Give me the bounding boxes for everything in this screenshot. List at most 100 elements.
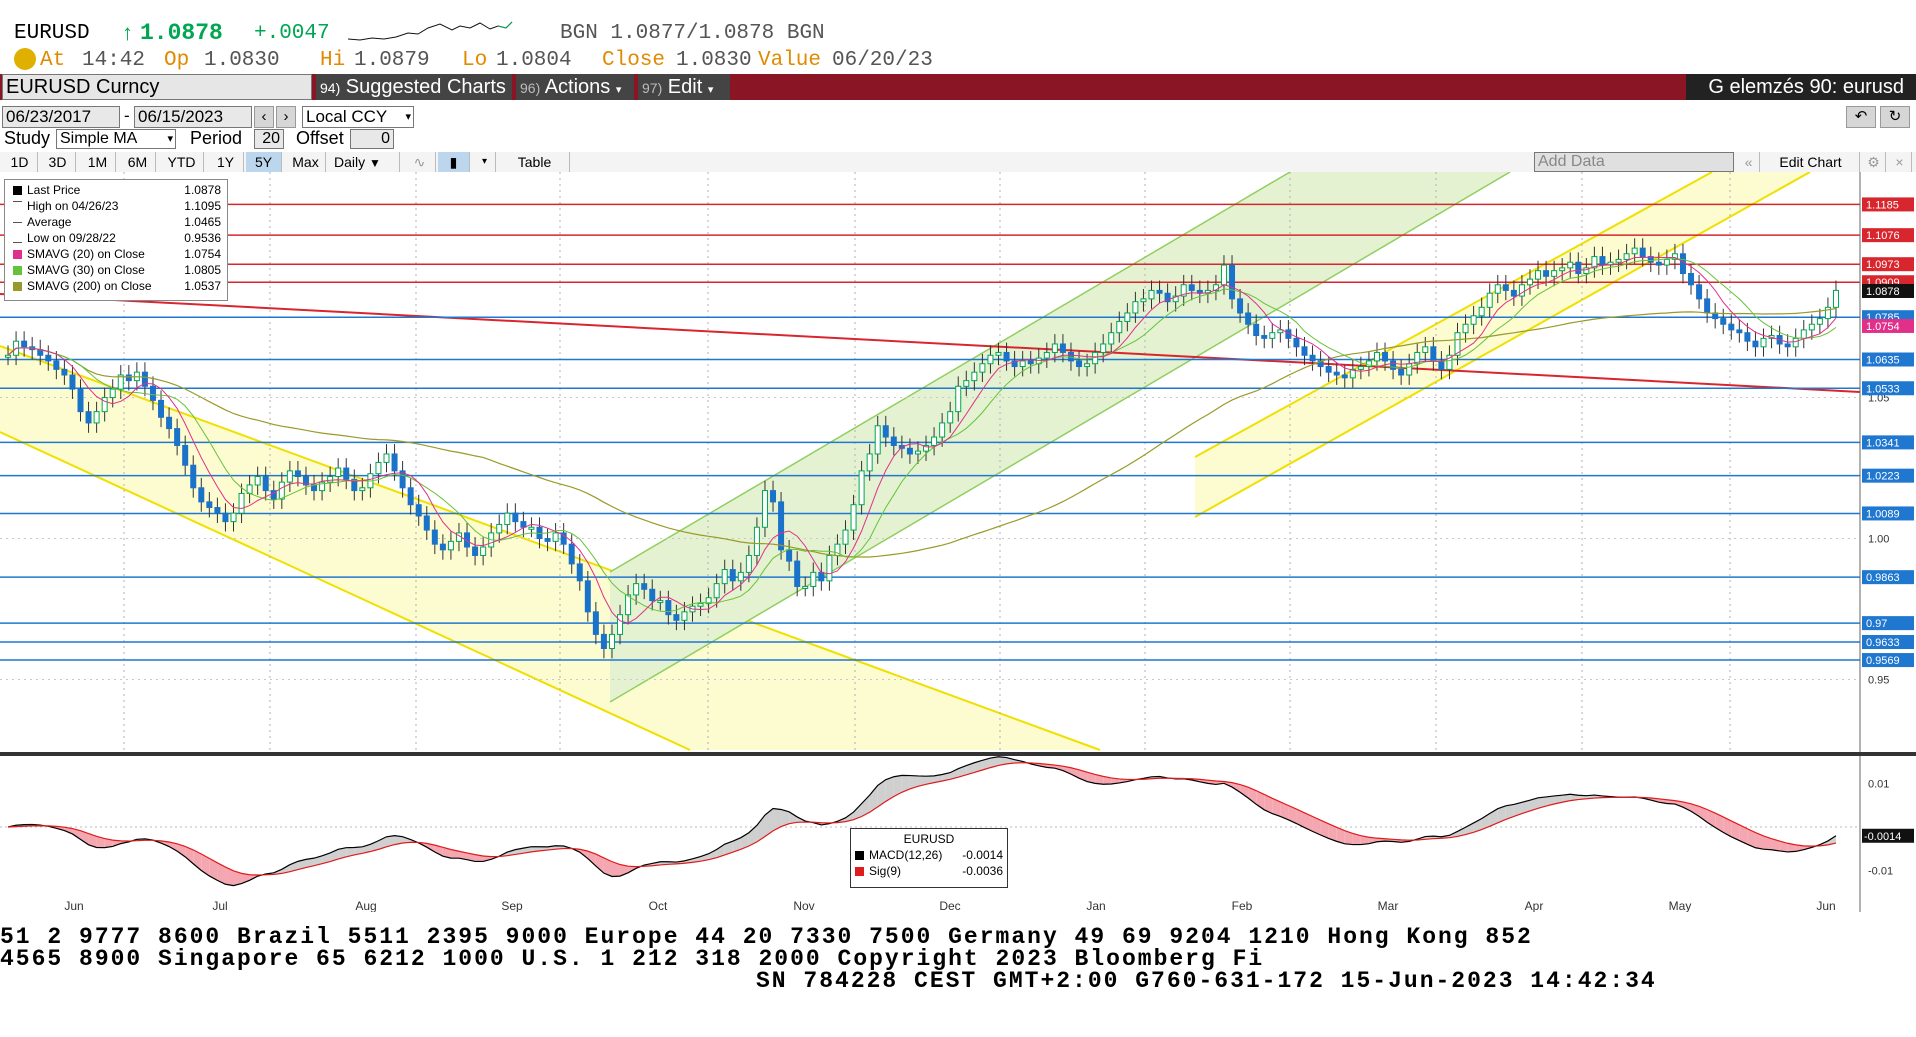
candle-body (874, 425, 881, 455)
candle-body (294, 470, 301, 478)
offset-input[interactable]: 0 (350, 129, 394, 149)
next-period-button[interactable]: › (276, 106, 296, 128)
period-input[interactable]: 20 (254, 129, 284, 149)
collapse-icon[interactable]: « (1738, 152, 1760, 172)
macd-fill (233, 870, 242, 886)
chart-type-dropdown[interactable]: ▾ (474, 152, 496, 172)
candle-body (633, 583, 640, 596)
candle-body (1309, 354, 1316, 362)
candle-body (464, 532, 471, 548)
suggested-charts-number: 94) (320, 80, 341, 96)
macd-fill (386, 835, 395, 847)
candle-chart-icon[interactable]: ▮ (438, 152, 470, 172)
candle-body (351, 478, 358, 492)
x-tick-label: Dec (939, 899, 960, 912)
candle-body (391, 453, 398, 472)
macd-fill (1739, 824, 1748, 845)
candle-body (53, 360, 60, 370)
candle-body (761, 490, 768, 528)
support-level-tag (1862, 352, 1914, 367)
close-icon[interactable]: × (1888, 152, 1912, 172)
timeframe-ytd[interactable]: YTD (160, 152, 204, 172)
candle-body (1382, 351, 1389, 362)
candle-body (697, 602, 704, 607)
legend-value: 0.9536 (184, 231, 221, 245)
candle-body (21, 340, 28, 348)
timeframe-1d[interactable]: 1D (2, 152, 38, 172)
timeframe-1y[interactable]: 1Y (208, 152, 244, 172)
candle-body (858, 470, 865, 506)
actions-menu[interactable]: 96) Actions ▾ (516, 74, 634, 100)
candle-body (504, 512, 511, 525)
candle-body (1365, 360, 1372, 368)
candle-body (1390, 360, 1397, 370)
candle-body (770, 490, 777, 503)
macd-fill (1336, 827, 1345, 844)
timeframe-6m[interactable]: 6M (120, 152, 156, 172)
suggested-charts-menu[interactable]: 94) Suggested Charts (316, 74, 512, 100)
pane-separator (0, 752, 1916, 756)
candle-body (721, 569, 728, 585)
security-field[interactable]: EURUSD Curncy (2, 74, 312, 100)
macd-fill (1505, 804, 1514, 820)
settings-icon[interactable]: ⚙ (1862, 152, 1886, 172)
candle-body (914, 450, 921, 455)
close-value: 1.0830 (676, 49, 752, 72)
candle-body (117, 374, 124, 390)
macd-fill (1111, 777, 1120, 785)
dropdown-arrow-icon: ▾ (167, 133, 173, 145)
add-data-input[interactable]: Add Data (1534, 152, 1734, 172)
currency-select[interactable]: Local CCY ▾ (302, 106, 414, 128)
macd-fill (1827, 835, 1836, 845)
macd-fill (1570, 794, 1579, 801)
edit-chart-button[interactable]: Edit Chart (1762, 152, 1860, 172)
y-tick-label: 1.05 (1868, 393, 1889, 405)
refresh-button[interactable]: ↻ (1880, 106, 1910, 128)
timeframe-1m[interactable]: 1M (80, 152, 116, 172)
candle-body (1663, 258, 1670, 266)
candle-body (1277, 329, 1284, 334)
table-button[interactable]: Table (500, 152, 570, 172)
candle-body (278, 481, 285, 500)
candle-body (1253, 323, 1260, 337)
macd-fill (297, 859, 306, 870)
quote-header: EURUSD ↑ 1.0878 +.0047 BGN 1.0877/1.0878… (0, 0, 1916, 46)
legend-row: SMAVG (30) on Close 1.0805 (9, 262, 223, 278)
candle-body (1051, 343, 1058, 353)
interval-select[interactable]: Daily ▼ (330, 152, 400, 172)
candle-body (1671, 253, 1678, 260)
candle-body (1688, 273, 1695, 286)
candle-body (971, 371, 978, 382)
macd-fill (773, 808, 782, 831)
footer-phone-line-1: 51 2 9777 8600 Brazil 5511 2395 9000 Eur… (0, 924, 1533, 950)
timeframe-5y[interactable]: 5Y (246, 152, 282, 172)
up-arrow-icon: ↑ (122, 20, 133, 45)
macd-fill (185, 846, 194, 864)
macd-fill (1352, 833, 1361, 845)
macd-fill (1304, 812, 1313, 832)
candle-body (987, 354, 994, 365)
timeframe-3d[interactable]: 3D (40, 152, 76, 172)
undo-button[interactable]: ↶ (1846, 106, 1876, 128)
timeframe-max[interactable]: Max (286, 152, 326, 172)
macd-fill (177, 843, 186, 857)
sma200-line (7, 307, 1837, 558)
sparkline (348, 21, 513, 41)
candle-body (1019, 360, 1026, 368)
study-select[interactable]: Simple MA ▾ (56, 129, 176, 149)
candle-body (737, 571, 744, 582)
date-from-field[interactable]: 06/23/2017 (2, 106, 120, 128)
candle-body (206, 501, 213, 509)
candle-body (1100, 343, 1107, 353)
prev-period-button[interactable]: ‹ (254, 106, 274, 128)
macd-fill (1248, 787, 1257, 805)
sma20-line (7, 256, 1837, 624)
line-chart-icon[interactable]: ∿ (404, 152, 436, 172)
macd-fill (1264, 794, 1273, 814)
date-to-field[interactable]: 06/15/2023 (134, 106, 252, 128)
candle-body (810, 571, 817, 587)
edit-menu[interactable]: 97) Edit ▾ (638, 74, 730, 100)
candle-body (1720, 318, 1727, 325)
price-chart[interactable]: 1.051.000.951.07851.06351.05331.03411.02… (0, 172, 1916, 912)
resistance-level-label: 1.0973 (1866, 259, 1900, 271)
